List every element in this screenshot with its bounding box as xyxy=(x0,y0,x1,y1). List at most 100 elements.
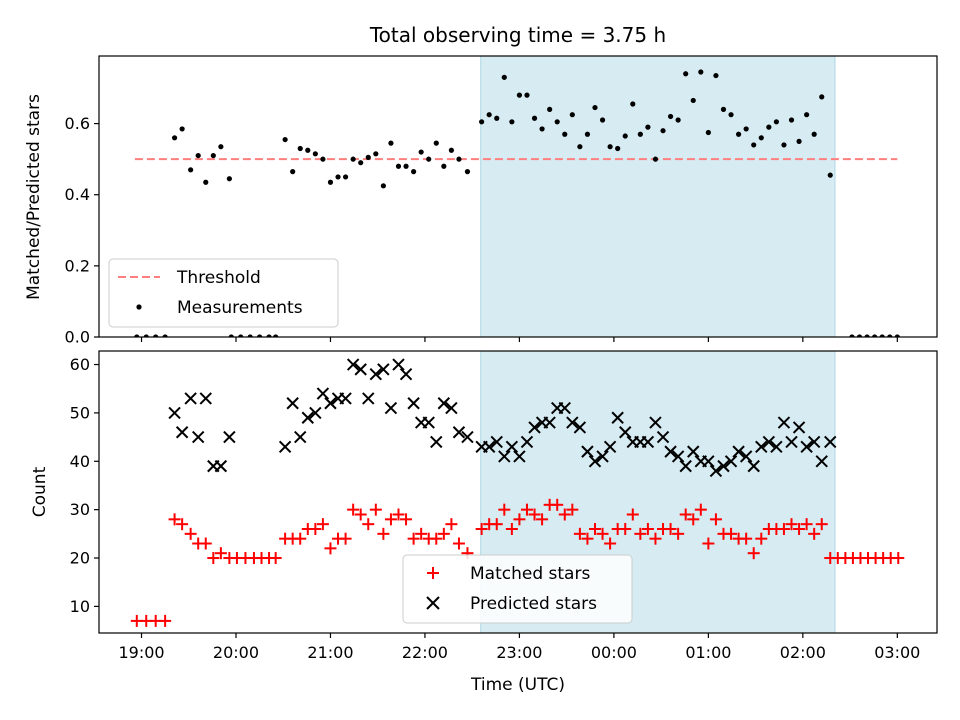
matched-star-point xyxy=(596,527,609,540)
matched-star-point xyxy=(702,537,715,550)
top-y-tick-label: 0.4 xyxy=(65,185,90,204)
measurement-point xyxy=(864,334,870,337)
measurement-point xyxy=(365,154,371,160)
measurement-point xyxy=(380,183,386,189)
predicted-star-point xyxy=(566,416,579,429)
matched-star-point xyxy=(445,518,458,531)
measurement-point xyxy=(554,119,560,125)
predicted-star-point xyxy=(702,455,715,468)
matched-star-point xyxy=(498,503,511,516)
measurement-point xyxy=(660,128,666,134)
measurement-point xyxy=(562,131,568,137)
measurement-point xyxy=(804,112,810,118)
predicted-star-point xyxy=(422,416,435,429)
measurement-point xyxy=(652,156,659,162)
matched-star-point xyxy=(815,518,828,531)
measurement-point xyxy=(622,133,628,139)
x-tick-label: 21:00 xyxy=(307,643,353,662)
predicted-legend-label: Predicted stars xyxy=(470,594,597,614)
matched-star-point xyxy=(755,532,768,545)
top-observing-window xyxy=(480,55,836,338)
measurement-point xyxy=(247,334,253,337)
x-tick-label: 23:00 xyxy=(496,643,542,662)
predicted-star-point xyxy=(377,363,390,376)
bottom-y-axis-label: Count xyxy=(30,466,50,517)
predicted-star-point xyxy=(747,459,760,473)
bottom-panel: 10 20 30 40 50 60 19:00 20:00 21:00 22:00 23:00 00:… xyxy=(30,350,938,695)
measurement-point xyxy=(358,160,364,166)
measurement-point xyxy=(195,152,201,159)
matched-star-point xyxy=(377,527,390,540)
predicted-star-point xyxy=(498,450,511,463)
measurement-point xyxy=(297,145,303,152)
measurement-point xyxy=(856,334,863,337)
matched-star-point xyxy=(800,518,813,531)
measurement-point xyxy=(796,138,802,144)
matched-star-point xyxy=(309,523,322,536)
measurement-point xyxy=(773,119,779,125)
predicted-legend-swatch xyxy=(426,596,440,610)
matched-star-point xyxy=(159,614,172,627)
matched-star-point xyxy=(184,527,197,540)
measurement-point xyxy=(630,101,636,107)
predicted-star-point xyxy=(588,455,602,468)
measurement-point xyxy=(320,156,326,162)
measurement-point xyxy=(675,117,681,123)
predicted-star-point xyxy=(679,459,692,473)
predicted-star-point xyxy=(324,397,337,410)
predicted-star-point xyxy=(346,358,360,371)
measurement-point xyxy=(486,112,492,118)
predicted-star-point xyxy=(461,430,474,444)
measurement-point xyxy=(637,131,643,137)
bottom-y-tick-label: 60 xyxy=(70,355,90,374)
matched-star-point xyxy=(634,527,647,540)
measurement-point xyxy=(743,126,749,132)
measurement-point xyxy=(210,152,216,159)
measurement-point xyxy=(494,115,500,121)
matched-star-point xyxy=(294,532,307,545)
predicted-star-point xyxy=(301,411,314,424)
x-tick-label: 20:00 xyxy=(213,643,259,662)
predicted-star-point xyxy=(800,440,813,453)
predicted-star-point xyxy=(762,435,776,449)
matched-star-point xyxy=(369,503,382,516)
predicted-star-point xyxy=(452,426,466,439)
measurement-point xyxy=(728,112,734,118)
predicted-star-point xyxy=(649,416,662,429)
measurement-point xyxy=(539,126,545,132)
matched-star-point xyxy=(505,523,518,536)
matched-star-point xyxy=(573,527,586,540)
matched-star-point xyxy=(400,513,413,526)
bottom-y-tick-label: 50 xyxy=(70,403,90,422)
predicted-star-point xyxy=(558,401,571,415)
predicted-star-point xyxy=(739,450,753,463)
predicted-star-point xyxy=(445,401,458,415)
observing-window-band xyxy=(480,55,836,338)
measurement-point xyxy=(736,131,742,137)
x-axis-label: Time (UTC) xyxy=(470,675,565,695)
measurement-point xyxy=(342,174,349,180)
predicted-star-point xyxy=(199,392,212,405)
measurement-point xyxy=(441,163,447,169)
matched-star-point xyxy=(452,537,465,550)
measurement-point xyxy=(879,334,885,337)
measurement-point xyxy=(395,163,402,169)
matched-star-point xyxy=(384,513,397,526)
measurement-point xyxy=(607,144,613,150)
predicted-star-point xyxy=(223,430,236,444)
predicted-star-point xyxy=(671,450,685,463)
measurement-point xyxy=(411,169,417,175)
measurement-point xyxy=(312,151,318,157)
measurement-point xyxy=(531,115,538,121)
measurement-point xyxy=(501,74,507,80)
x-tick-label: 02:00 xyxy=(780,643,826,662)
measurements-legend-label: Measurements xyxy=(177,298,303,318)
measurement-point xyxy=(599,117,606,123)
top-legend-box xyxy=(108,258,339,328)
predicted-star-point xyxy=(785,435,798,449)
predicted-star-point xyxy=(309,406,322,420)
measurement-point xyxy=(720,106,727,112)
bottom-y-tick-label: 40 xyxy=(70,452,90,471)
measurement-point xyxy=(448,147,454,153)
